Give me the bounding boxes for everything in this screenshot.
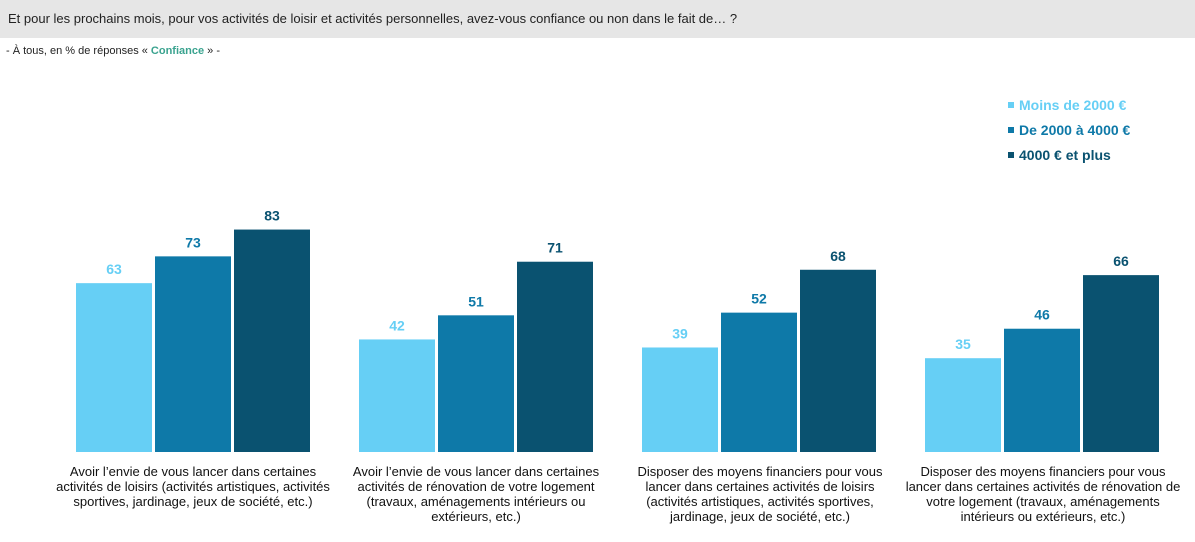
bar-series-1-cat-2 [359,339,435,452]
data-label-series-1-cat-2: 42 [389,317,405,333]
data-label-series-3-cat-3: 68 [830,248,846,264]
legend-label-series-2: De 2000 à 4000 € [1019,122,1131,138]
legend-swatch-series-1 [1008,102,1014,109]
subtitle: - À tous, en % de réponses « Confiance »… [6,45,220,57]
bar-series-3-cat-4 [1083,275,1159,452]
legend-item-series-2: De 2000 à 4000 € [1008,122,1130,138]
subtitle-highlight: Confiance [150,45,205,57]
bar-series-3-cat-2 [517,261,593,452]
bar-series-1-cat-3 [642,347,718,452]
data-label-series-3-cat-2: 71 [547,240,563,256]
category-label-1: Avoir l’envie de vous lancer dans certai… [56,464,330,509]
legend-label-series-3: 4000 € et plus [1019,147,1111,163]
data-label-series-2-cat-1: 73 [185,234,201,250]
data-label-series-2-cat-4: 46 [1034,307,1050,323]
data-label-series-1-cat-1: 63 [106,261,122,277]
data-label-series-3-cat-4: 66 [1113,253,1129,269]
legend-swatch-series-2 [1008,127,1014,134]
bar-series-2-cat-4 [1004,328,1080,452]
question-bar: Et pour les prochains mois, pour vos act… [0,0,1195,38]
bar-series-2-cat-2 [438,315,514,452]
bar-series-1-cat-4 [925,358,1001,452]
data-label-series-2-cat-3: 52 [751,291,767,307]
category-label-4: Disposer des moyens financiers pour vous… [905,464,1181,524]
legend-item-series-1: Moins de 2000 € [1008,97,1126,113]
legend-swatch-series-3 [1008,152,1014,159]
bar-series-2-cat-3 [721,312,797,452]
legend-item-series-3: 4000 € et plus [1008,147,1111,163]
subtitle-prefix: - À tous, en % de réponses « [6,45,151,57]
category-label-3: Disposer des moyens financiers pour vous… [637,464,883,524]
question-text: Et pour les prochains mois, pour vos act… [8,11,738,26]
data-label-series-3-cat-1: 83 [264,208,280,224]
category-label-2: Avoir l’envie de vous lancer dans certai… [352,464,600,524]
data-label-series-1-cat-3: 39 [672,325,688,341]
data-label-series-1-cat-4: 35 [955,336,971,352]
bar-series-1-cat-1 [76,283,152,452]
bar-series-3-cat-1 [234,229,310,452]
data-label-series-2-cat-2: 51 [468,293,484,309]
subtitle-suffix: » - [204,45,221,57]
bar-series-3-cat-3 [800,269,876,452]
bar-series-2-cat-1 [155,256,231,452]
legend-label-series-1: Moins de 2000 € [1019,97,1127,113]
